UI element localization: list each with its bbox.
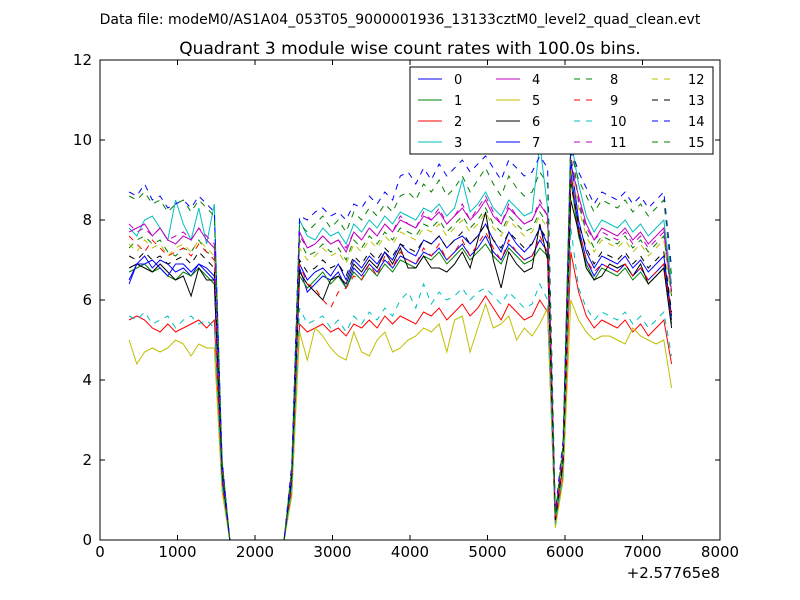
legend-label-1: 1: [454, 94, 462, 109]
legend-label-15: 15: [688, 136, 705, 151]
axis-ticks: 0 1000 2000 3000 4000 5000 6000 7000 80000246810…: [73, 51, 739, 561]
series-line-10: [128, 227, 673, 541]
x-tick-label: 8000: [701, 543, 739, 561]
legend-label-0: 0: [454, 73, 462, 88]
legend-label-2: 2: [454, 115, 462, 130]
x-tick-label: 6000: [546, 543, 584, 561]
x-tick-label: 1000: [158, 543, 196, 561]
series-line-8: [128, 131, 673, 541]
legend-frame: [409, 66, 714, 155]
legend-label-13: 13: [688, 94, 705, 109]
x-tick-label: 0: [95, 543, 105, 561]
suptitle: Data file: modeM0/AS1A04_053T05_90000019…: [100, 12, 701, 28]
legend-label-12: 12: [688, 73, 705, 88]
legend-label-8: 8: [610, 73, 618, 88]
legend-label-4: 4: [532, 73, 540, 88]
y-tick-label: 6: [82, 291, 92, 309]
legend-label-7: 7: [532, 136, 540, 151]
x-tick-label: 7000: [623, 543, 661, 561]
series-line-5: [128, 299, 673, 541]
series-line-14: [128, 147, 673, 541]
series-line-15: [128, 151, 673, 541]
legend-label-10: 10: [610, 115, 627, 130]
x-offset-label: +2.57765e8: [627, 564, 720, 582]
chart-title: Quadrant 3 module wise count rates with …: [179, 39, 640, 59]
series-layer: [128, 131, 673, 541]
legend-label-14: 14: [688, 115, 705, 130]
series-line-9: [128, 175, 673, 541]
x-tick-label: 4000: [391, 543, 429, 561]
y-tick-label: 12: [73, 51, 92, 69]
legend-label-6: 6: [532, 115, 540, 130]
legend-label-3: 3: [454, 136, 462, 151]
x-tick-label: 5000: [468, 543, 506, 561]
y-tick-label: 8: [82, 211, 92, 229]
y-tick-label: 10: [73, 131, 92, 149]
legend-label-9: 9: [610, 94, 618, 109]
x-tick-label: 3000: [313, 543, 351, 561]
series-line-13: [128, 183, 673, 541]
y-tick-label: 2: [82, 451, 92, 469]
y-tick-label: 4: [82, 371, 92, 389]
x-tick-label: 2000: [236, 543, 274, 561]
y-tick-label: 0: [82, 531, 92, 549]
legend-label-5: 5: [532, 94, 540, 109]
plot-area-frame: [99, 59, 721, 541]
legend-label-11: 11: [610, 136, 627, 151]
